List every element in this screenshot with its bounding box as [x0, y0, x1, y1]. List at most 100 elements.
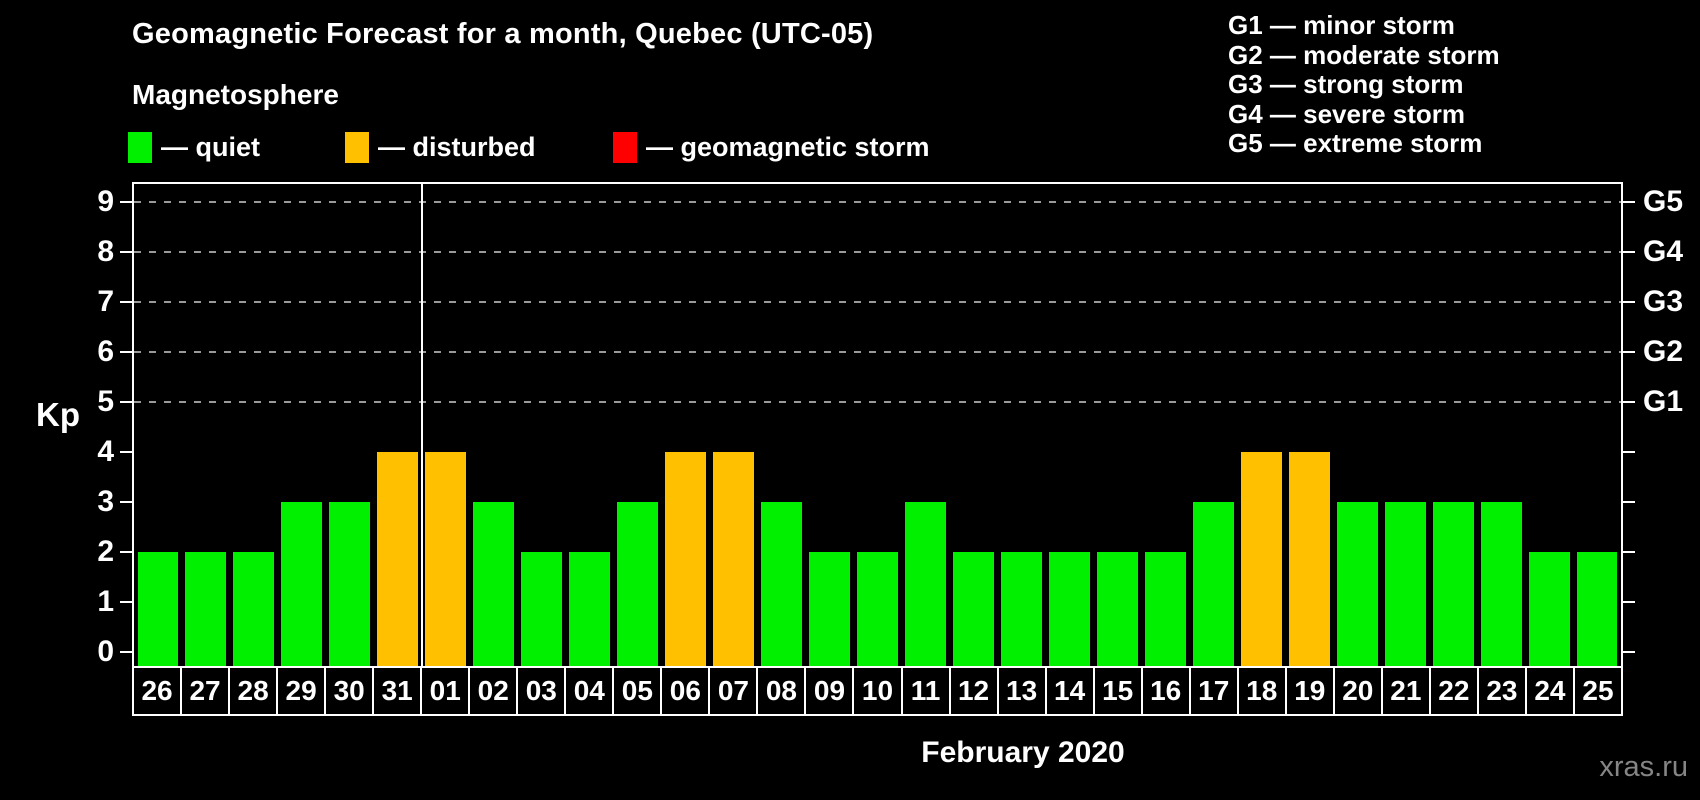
- legend-item-disturbed: — disturbed: [345, 131, 536, 163]
- day-cell-18: 18: [1236, 668, 1285, 714]
- g-axis-label-g4: G4: [1643, 235, 1684, 268]
- g-scale-legend: G1 — minor storm G2 — moderate storm G3 …: [1228, 10, 1500, 159]
- kp-tick-label-9: 9: [97, 185, 114, 218]
- kp-bar-day-06: [665, 452, 707, 666]
- month-boundary-line: [420, 184, 423, 666]
- kp-tick-left-8: [120, 251, 132, 253]
- kp-bar-day-01: [425, 452, 467, 666]
- kp-tick-label-4: 4: [97, 435, 114, 468]
- kp-bar-day-17: [1192, 502, 1234, 666]
- kp-tick-label-0: 0: [97, 635, 114, 668]
- g5-legend-line: G5 — extreme storm: [1228, 128, 1483, 159]
- kp-bar-day-29: [281, 502, 323, 666]
- day-cell-24: 24: [1524, 668, 1573, 714]
- kp-bar-day-07: [713, 452, 755, 666]
- kp-bar-day-25: [1576, 552, 1618, 666]
- kp-tick-left-7: [120, 301, 132, 303]
- day-cell-26: 26: [141, 675, 173, 706]
- kp-tick-right-6: [1623, 351, 1635, 353]
- kp-bar-day-27: [185, 552, 227, 666]
- kp-tick-label-5: 5: [97, 385, 114, 418]
- legend-label-quiet: — quiet: [161, 131, 260, 162]
- day-cell-27: 27: [180, 668, 228, 714]
- kp-bar-day-12: [952, 552, 994, 666]
- day-cell-14: 14: [1044, 668, 1093, 714]
- legend-label-disturbed: — disturbed: [378, 131, 536, 162]
- quiet-color-swatch: [128, 131, 152, 163]
- kp-tick-left-6: [120, 351, 132, 353]
- kp-bar-day-14: [1048, 552, 1090, 666]
- day-cell-15: 15: [1092, 668, 1141, 714]
- kp-bar-day-26: [137, 552, 179, 666]
- kp-bar-day-10: [857, 552, 898, 666]
- kp-bar-day-31: [377, 452, 419, 666]
- day-cell-30: 30: [324, 668, 372, 714]
- gridline-kp7: [134, 301, 1621, 303]
- month-label: February 2020: [921, 736, 1125, 769]
- kp-tick-left-2: [120, 551, 132, 553]
- kp-bar-day-05: [617, 502, 659, 666]
- kp-tick-right-4: [1623, 451, 1635, 453]
- gridline-kp5: [134, 401, 1621, 403]
- kp-tick-left-1: [120, 601, 132, 603]
- g2-legend-line: G2 — moderate storm: [1228, 39, 1500, 70]
- kp-bar-day-18: [1240, 452, 1282, 666]
- kp-tick-right-8: [1623, 251, 1635, 253]
- kp-tick-left-9: [120, 201, 132, 203]
- legend-label-storm: — geomagnetic storm: [646, 131, 930, 162]
- kp-bar-day-24: [1528, 552, 1570, 666]
- kp-tick-label-3: 3: [97, 485, 114, 518]
- kp-bar-day-19: [1288, 452, 1330, 666]
- kp-tick-right-5: [1623, 401, 1635, 403]
- day-cell-29: 29: [276, 668, 324, 714]
- kp-bar-day-21: [1384, 502, 1426, 666]
- kp-bar-day-03: [521, 552, 563, 666]
- gridline-kp6: [134, 351, 1621, 353]
- kp-axis-title: Kp: [36, 396, 80, 433]
- kp-bar-day-22: [1432, 502, 1474, 666]
- watermark: xras.ru: [1599, 751, 1688, 783]
- kp-tick-left-4: [120, 451, 132, 453]
- kp-bar-day-13: [1000, 552, 1042, 666]
- day-cell-17: 17: [1188, 668, 1237, 714]
- kp-tick-label-1: 1: [97, 585, 114, 618]
- kp-tick-left-5: [120, 401, 132, 403]
- day-cell-21: 21: [1380, 668, 1429, 714]
- kp-bar-day-11: [904, 502, 946, 666]
- kp-tick-right-9: [1623, 201, 1635, 203]
- kp-tick-right-0: [1623, 651, 1635, 653]
- plot-area: [132, 182, 1623, 668]
- disturbed-color-swatch: [345, 131, 369, 163]
- kp-bar-day-09: [809, 552, 850, 666]
- kp-tick-left-3: [120, 501, 132, 503]
- kp-tick-label-2: 2: [97, 535, 114, 568]
- g3-legend-line: G3 — strong storm: [1228, 69, 1464, 100]
- day-cell-02: 02: [468, 668, 516, 714]
- day-cell-25: 25: [1572, 668, 1621, 714]
- day-cell-23: 23: [1476, 668, 1525, 714]
- legend-item-storm: — geomagnetic storm: [613, 131, 930, 163]
- kp-tick-right-7: [1623, 301, 1635, 303]
- day-cell-20: 20: [1332, 668, 1381, 714]
- day-cell-04: 04: [564, 668, 612, 714]
- kp-tick-label-8: 8: [97, 235, 114, 268]
- day-cell-28: 28: [228, 668, 276, 714]
- kp-bar-day-16: [1144, 552, 1186, 666]
- day-cell-31: 31: [372, 668, 420, 714]
- kp-tick-right-3: [1623, 501, 1635, 503]
- kp-tick-label-7: 7: [97, 285, 114, 318]
- chart-title: Geomagnetic Forecast for a month, Quebec…: [132, 18, 874, 50]
- kp-tick-right-2: [1623, 551, 1635, 553]
- kp-bar-day-04: [569, 552, 611, 666]
- day-cell-19: 19: [1284, 668, 1333, 714]
- chart-subtitle: Magnetosphere: [132, 79, 339, 110]
- day-cell-22: 22: [1428, 668, 1477, 714]
- day-cell-03: 03: [516, 668, 564, 714]
- g4-legend-line: G4 — severe storm: [1228, 98, 1466, 129]
- g-axis-label-g3: G3: [1643, 285, 1684, 318]
- storm-color-swatch: [613, 131, 637, 163]
- day-cell-05: 05: [612, 668, 660, 714]
- kp-bar-day-20: [1336, 502, 1378, 666]
- gridline-kp9: [134, 201, 1621, 203]
